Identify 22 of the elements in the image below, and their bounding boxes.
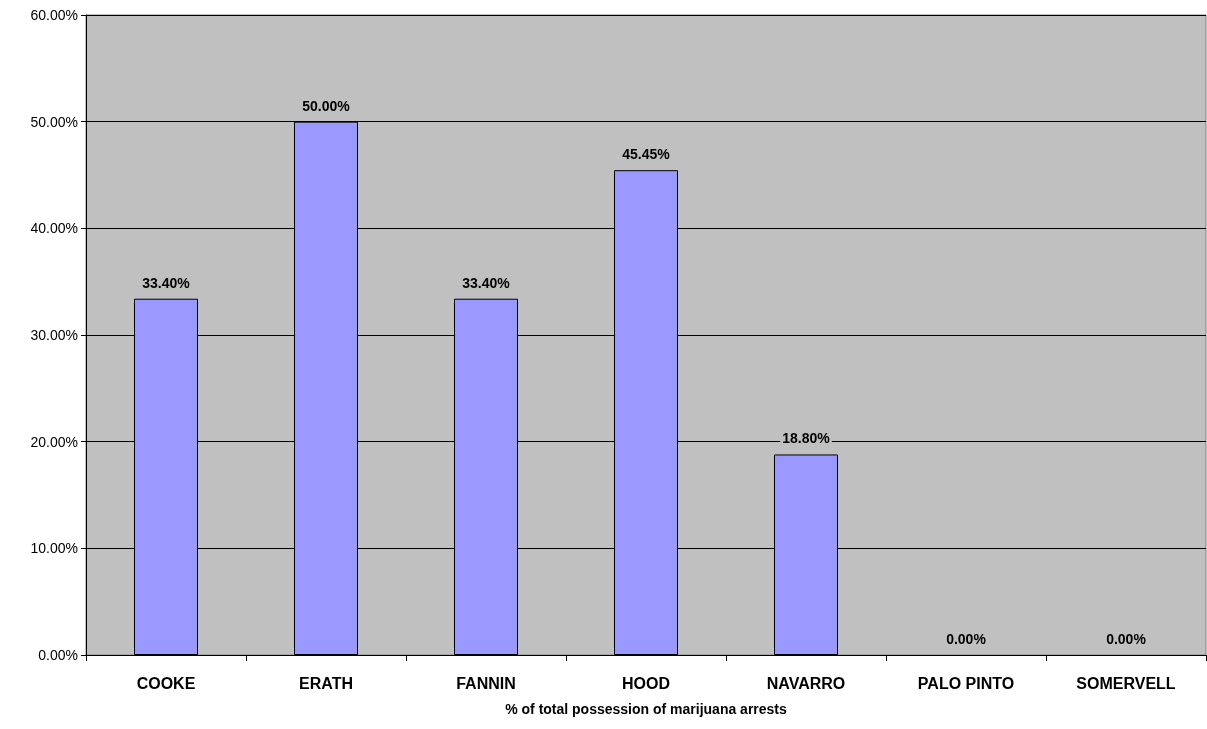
data-label: 0.00% xyxy=(946,631,987,647)
data-label: 33.40% xyxy=(462,274,511,291)
y-tick-label: 40.00% xyxy=(30,220,78,237)
data-label: 50.00% xyxy=(302,97,351,114)
data-label: 33.40% xyxy=(142,274,191,291)
data-label: 0.00% xyxy=(1106,631,1147,647)
x-tick-label: NAVARRO xyxy=(766,674,846,692)
x-tick-label: SOMERVELL xyxy=(1076,674,1176,692)
y-tick-label: 20.00% xyxy=(30,433,78,450)
x-tick-label: PALO PINTO xyxy=(917,674,1015,692)
y-tick-label: 30.00% xyxy=(30,327,78,343)
x-tick-label: COOKE xyxy=(136,674,196,692)
data-label: 18.80% xyxy=(782,430,831,447)
x-tick-label: HOOD xyxy=(622,674,670,692)
data-label: 45.45% xyxy=(622,146,671,163)
y-tick-label: 60.00% xyxy=(30,7,78,23)
y-tick-label: 0.00% xyxy=(38,647,78,663)
x-tick-label: ERATH xyxy=(299,674,353,692)
x-tick-label: FANNIN xyxy=(456,674,516,692)
y-tick-label: 50.00% xyxy=(30,113,78,130)
y-tick-label: 10.00% xyxy=(30,540,78,557)
x-axis-title: % of total possession of marijuana arrests xyxy=(505,701,788,717)
